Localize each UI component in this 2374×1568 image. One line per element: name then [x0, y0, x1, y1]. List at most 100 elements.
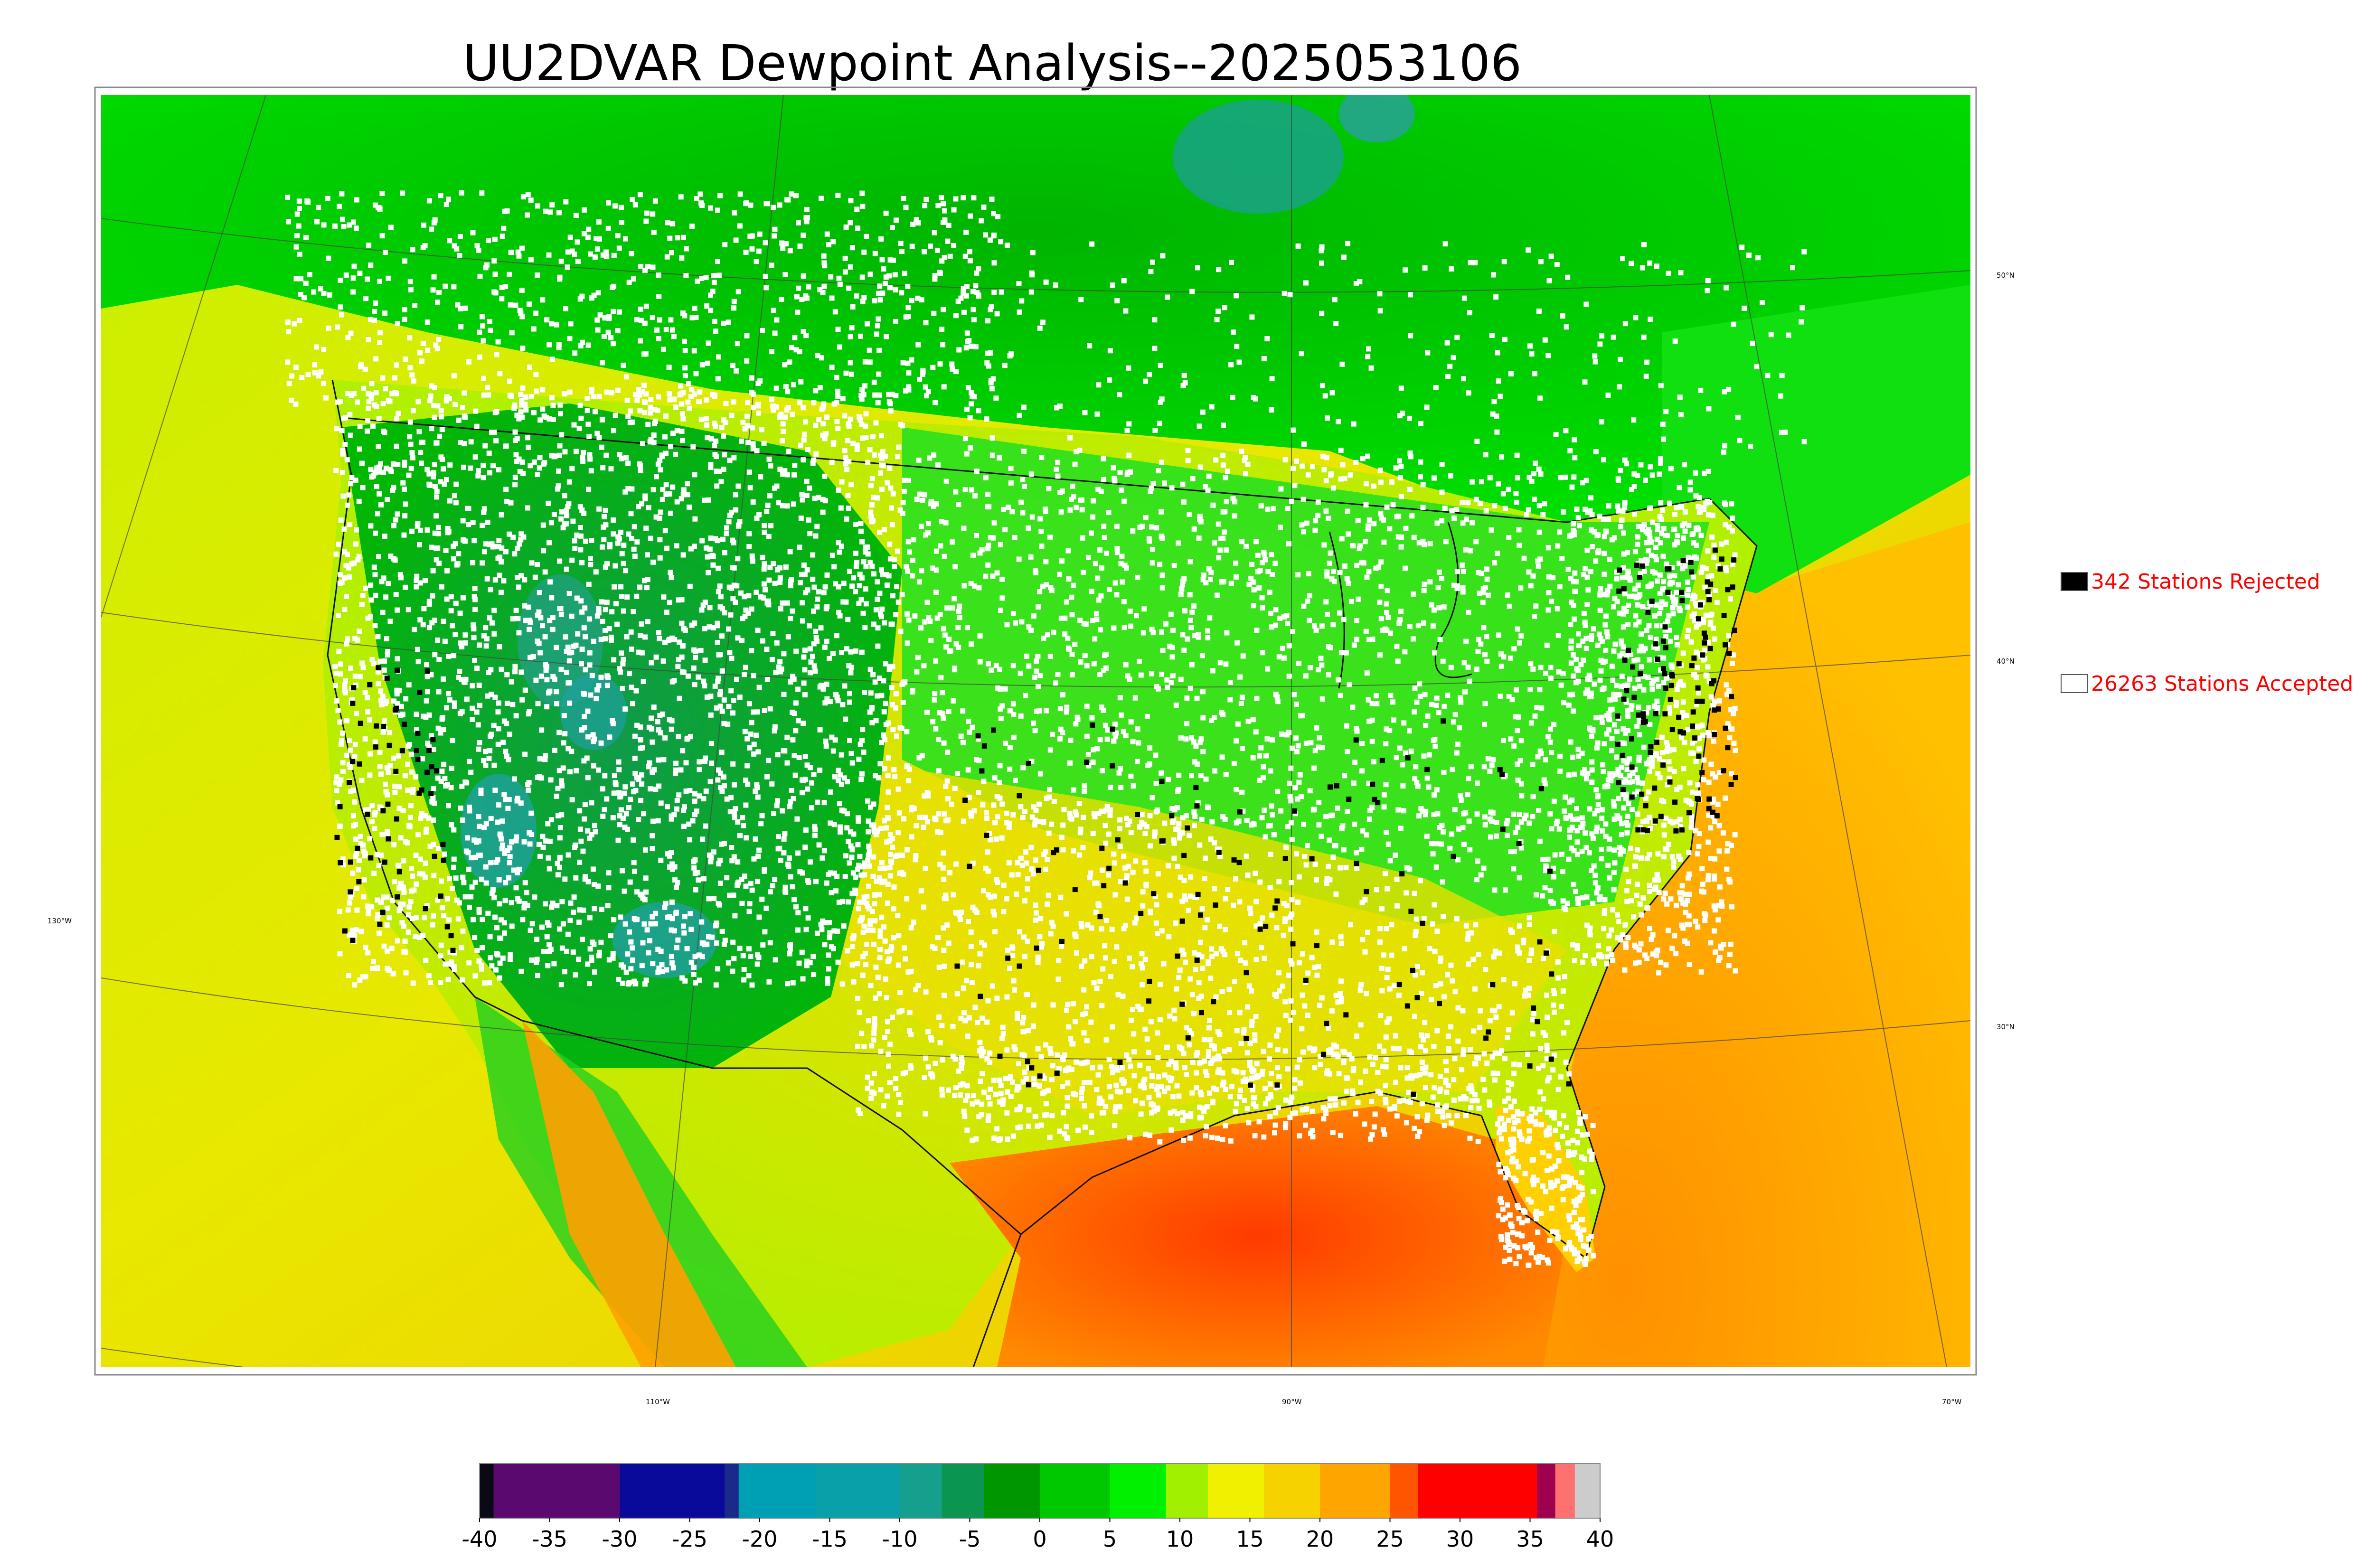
accepted-station-marker — [702, 683, 707, 689]
accepted-station-marker — [1465, 500, 1471, 506]
accepted-station-marker — [766, 534, 772, 539]
accepted-station-marker — [515, 545, 520, 551]
accepted-station-marker — [1545, 856, 1551, 862]
accepted-station-marker — [812, 496, 818, 501]
accepted-station-marker — [994, 877, 999, 883]
accepted-station-marker — [1037, 934, 1043, 939]
accepted-station-marker — [857, 900, 862, 905]
accepted-station-marker — [882, 938, 888, 944]
accepted-station-marker — [1114, 550, 1120, 555]
accepted-station-marker — [396, 863, 401, 868]
accepted-station-marker — [1133, 915, 1139, 921]
accepted-station-marker — [439, 584, 444, 590]
accepted-station-marker — [405, 912, 411, 918]
accepted-station-marker — [723, 401, 729, 406]
accepted-station-marker — [717, 857, 723, 863]
accepted-station-marker — [822, 942, 828, 948]
accepted-station-marker — [676, 792, 682, 798]
accepted-station-marker — [798, 516, 804, 521]
accepted-station-marker — [793, 728, 799, 733]
accepted-station-marker — [724, 875, 730, 881]
accepted-station-marker — [1481, 865, 1487, 871]
accepted-station-marker — [522, 901, 528, 906]
accepted-station-marker — [619, 456, 624, 461]
accepted-station-marker — [1299, 1026, 1305, 1032]
accepted-station-marker — [1244, 1050, 1250, 1056]
accepted-station-marker — [1619, 674, 1625, 679]
accepted-station-marker — [854, 446, 860, 452]
accepted-station-marker — [372, 812, 377, 817]
accepted-station-marker — [1029, 759, 1035, 764]
accepted-station-marker — [1082, 783, 1087, 789]
accepted-station-marker — [761, 566, 767, 572]
accepted-station-marker — [1270, 737, 1275, 743]
accepted-station-marker — [871, 801, 876, 807]
accepted-station-marker — [877, 947, 883, 952]
accepted-station-marker — [368, 396, 374, 402]
accepted-station-marker — [1668, 466, 1674, 471]
accepted-station-marker — [1074, 950, 1079, 956]
accepted-station-marker — [1653, 545, 1658, 550]
accepted-station-marker — [1000, 1031, 1006, 1036]
accepted-station-marker — [1153, 781, 1159, 786]
accepted-station-marker — [462, 441, 467, 447]
accepted-station-marker — [432, 414, 437, 420]
accepted-station-marker — [391, 556, 397, 562]
accepted-station-marker — [950, 1023, 956, 1029]
accepted-station-marker — [908, 1032, 914, 1037]
accepted-station-marker — [652, 407, 658, 412]
accepted-station-marker — [1004, 994, 1010, 1000]
accepted-station-marker — [353, 478, 358, 483]
accepted-station-marker — [1366, 517, 1372, 523]
accepted-station-marker — [754, 782, 760, 788]
accepted-station-marker — [1341, 1100, 1347, 1106]
accepted-station-marker — [870, 909, 875, 914]
accepted-station-marker — [1465, 792, 1470, 798]
accepted-station-marker — [968, 810, 973, 816]
accepted-station-marker — [882, 865, 887, 871]
accepted-station-marker — [1548, 665, 1554, 670]
accepted-station-marker — [1081, 815, 1086, 820]
accepted-station-marker — [811, 608, 816, 614]
accepted-station-marker — [1337, 570, 1343, 575]
accepted-station-marker — [1419, 970, 1425, 976]
accepted-station-marker — [503, 549, 509, 554]
accepted-station-marker — [1153, 920, 1159, 926]
accepted-station-marker — [1084, 663, 1090, 668]
accepted-station-marker — [611, 917, 617, 922]
accepted-station-marker — [424, 674, 430, 679]
accepted-station-marker — [1437, 1073, 1443, 1079]
accepted-station-marker — [749, 606, 754, 612]
accepted-station-marker — [911, 537, 916, 543]
accepted-station-marker — [1305, 970, 1311, 976]
accepted-station-marker — [1032, 675, 1037, 680]
accepted-station-marker — [1187, 618, 1193, 623]
accepted-station-marker — [1325, 611, 1330, 617]
accepted-station-marker — [1248, 911, 1253, 916]
accepted-station-marker — [814, 638, 820, 644]
accepted-station-marker — [472, 454, 478, 460]
accepted-station-marker — [1486, 592, 1491, 598]
accepted-station-marker — [1458, 695, 1463, 701]
accepted-station-marker — [504, 672, 510, 677]
accepted-station-marker — [952, 1093, 958, 1099]
accepted-station-marker — [1525, 1052, 1530, 1057]
accepted-station-marker — [1124, 565, 1129, 571]
accepted-station-marker — [668, 510, 673, 516]
accepted-station-marker — [544, 704, 550, 710]
accepted-station-marker — [669, 850, 674, 855]
accepted-station-marker — [767, 940, 773, 946]
accepted-station-marker — [1300, 992, 1305, 998]
accepted-station-marker — [1093, 611, 1099, 617]
accepted-station-marker — [1601, 457, 1606, 463]
accepted-station-marker — [791, 796, 796, 801]
accepted-station-marker — [999, 595, 1005, 601]
accepted-station-marker — [1518, 781, 1524, 787]
accepted-station-marker — [540, 834, 546, 839]
accepted-station-marker — [1234, 738, 1239, 744]
accepted-station-marker — [502, 898, 508, 903]
accepted-station-marker — [603, 564, 608, 570]
accepted-station-marker — [1394, 755, 1399, 761]
accepted-station-marker — [444, 782, 450, 788]
accepted-station-marker — [1440, 658, 1446, 664]
